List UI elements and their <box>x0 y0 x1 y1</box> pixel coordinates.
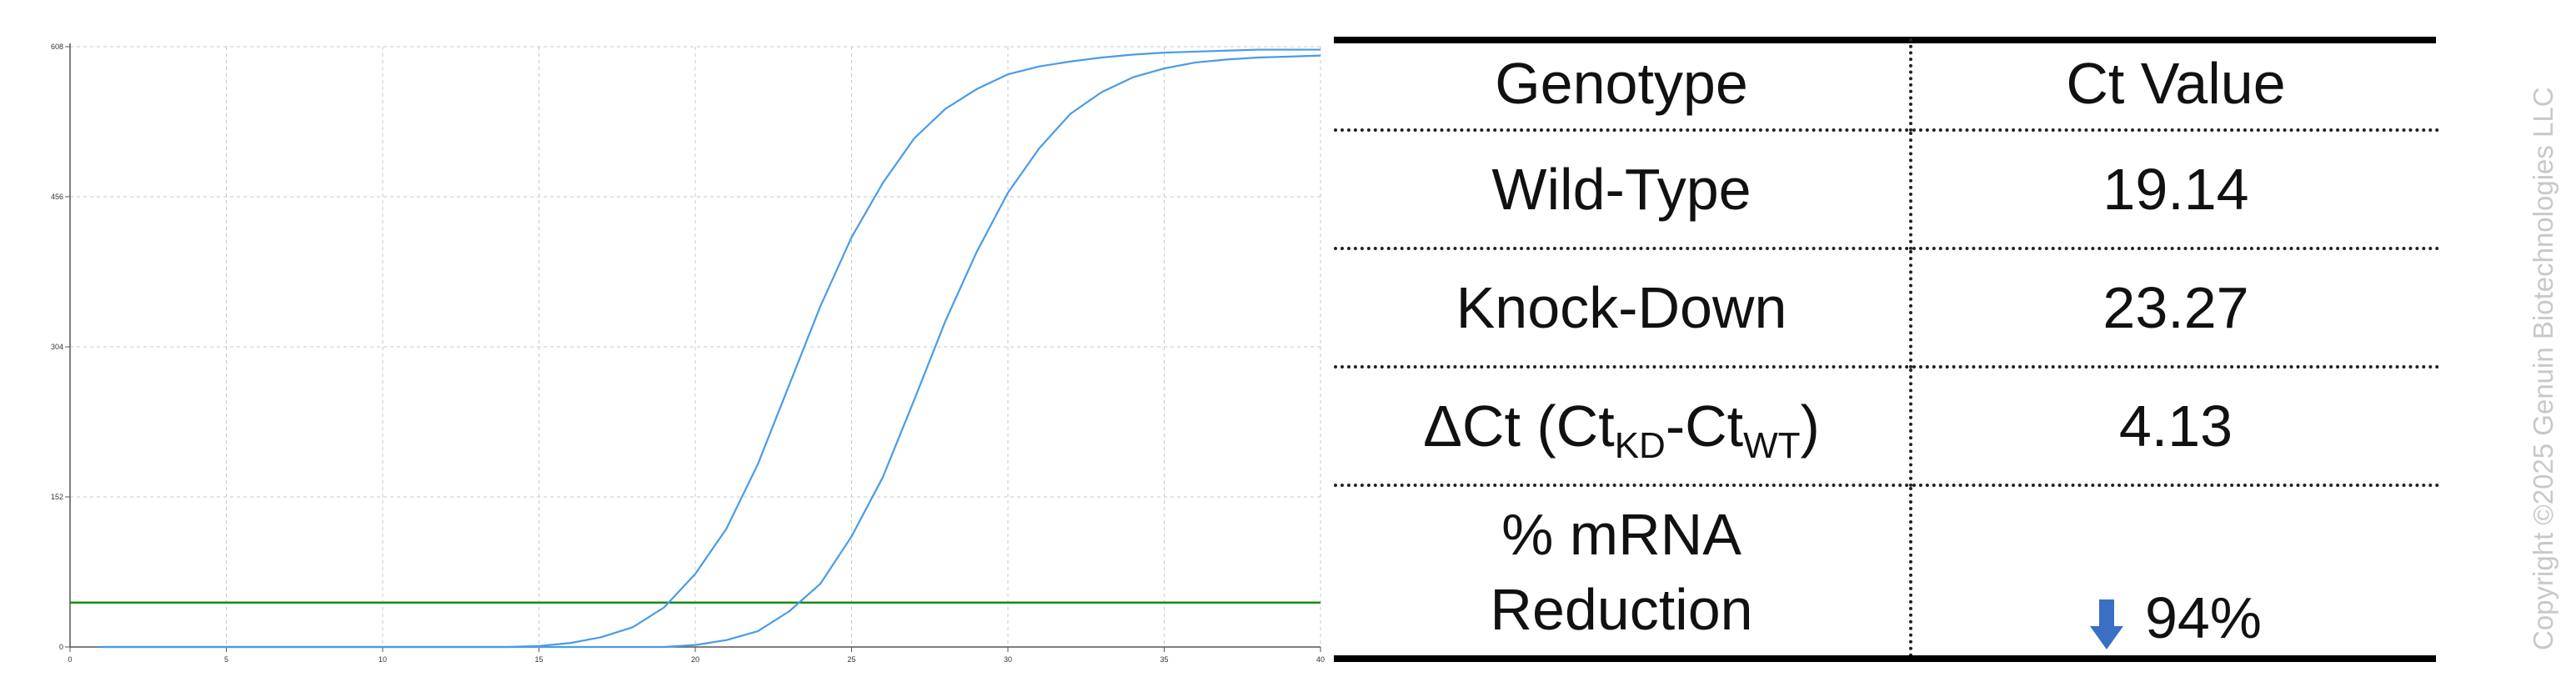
y-tick-label: 0 <box>59 643 63 651</box>
results-table: Genotype Ct Value Wild-Type 19.14 Knock-… <box>1334 38 2439 657</box>
copyright-text: Copyright ©2025 Genuin Biotechnologies L… <box>2528 87 2558 650</box>
genotype-knock-down: Knock-Down <box>1456 275 1787 340</box>
reduction-value: 94% <box>2144 585 2263 650</box>
genotype-wild-type: Wild-Type <box>1491 157 1752 222</box>
delta-ct-end: ) <box>1800 394 1820 459</box>
chart-grid <box>70 46 1321 647</box>
reduction-label-line2: Reduction <box>1490 577 1753 642</box>
delta-ct-mid: -Ct <box>1665 394 1744 459</box>
delta-ct-value: 4.13 <box>2118 394 2233 459</box>
ct-knock-down: 23.27 <box>2102 275 2249 340</box>
table-row: Wild-Type 19.14 <box>1334 130 2439 248</box>
ct-wild-type: 19.14 <box>2102 157 2249 222</box>
y-axis-ticks: 0 152 304 456 608 <box>51 43 70 651</box>
x-tick-label: 5 <box>224 655 228 664</box>
down-arrow-icon <box>2089 599 2123 649</box>
x-tick-label: 35 <box>1160 655 1168 664</box>
amplification-chart: 0 5 10 15 20 25 30 35 40 0 152 304 456 608 <box>51 43 1325 664</box>
x-tick-label: 40 <box>1316 655 1325 664</box>
y-tick-label: 152 <box>51 493 63 501</box>
delta-ct-sub-kd: KD <box>1614 425 1666 466</box>
y-tick-label: 304 <box>51 343 63 351</box>
series-group <box>101 48 1321 649</box>
x-tick-label: 20 <box>691 655 699 664</box>
x-tick-label: 10 <box>378 655 387 664</box>
table-bottom-rule <box>1334 655 2436 662</box>
x-tick-label: 30 <box>1004 655 1012 664</box>
series-line-2 <box>101 54 1321 649</box>
x-axis-ticks: 0 5 10 15 20 25 30 35 40 <box>68 647 1325 664</box>
reduction-value-group: 94% <box>2089 584 2263 651</box>
table-header-row: Genotype Ct Value <box>1334 38 2439 130</box>
delta-ct-sub-wt: WT <box>1743 425 1801 466</box>
header-ct-value: Ct Value <box>2066 51 2286 116</box>
y-tick-label: 608 <box>51 43 63 51</box>
table-row: ΔCt (CtKD-CtWT) 4.13 <box>1334 367 2439 485</box>
delta-ct-main: ΔCt (Ct <box>1423 394 1615 459</box>
delta-ct-label: ΔCt (CtKD-CtWT) <box>1423 394 1820 464</box>
table-row: % mRNA Reduction 94% <box>1334 485 2439 657</box>
x-tick-label: 0 <box>68 655 72 664</box>
x-tick-label: 15 <box>534 655 543 664</box>
series-line-1 <box>101 48 1321 649</box>
table-row: Knock-Down 23.27 <box>1334 248 2439 367</box>
header-genotype: Genotype <box>1495 51 1748 116</box>
reduction-label-line1: % mRNA <box>1501 502 1742 567</box>
x-tick-label: 25 <box>847 655 855 664</box>
y-tick-label: 456 <box>51 193 63 201</box>
